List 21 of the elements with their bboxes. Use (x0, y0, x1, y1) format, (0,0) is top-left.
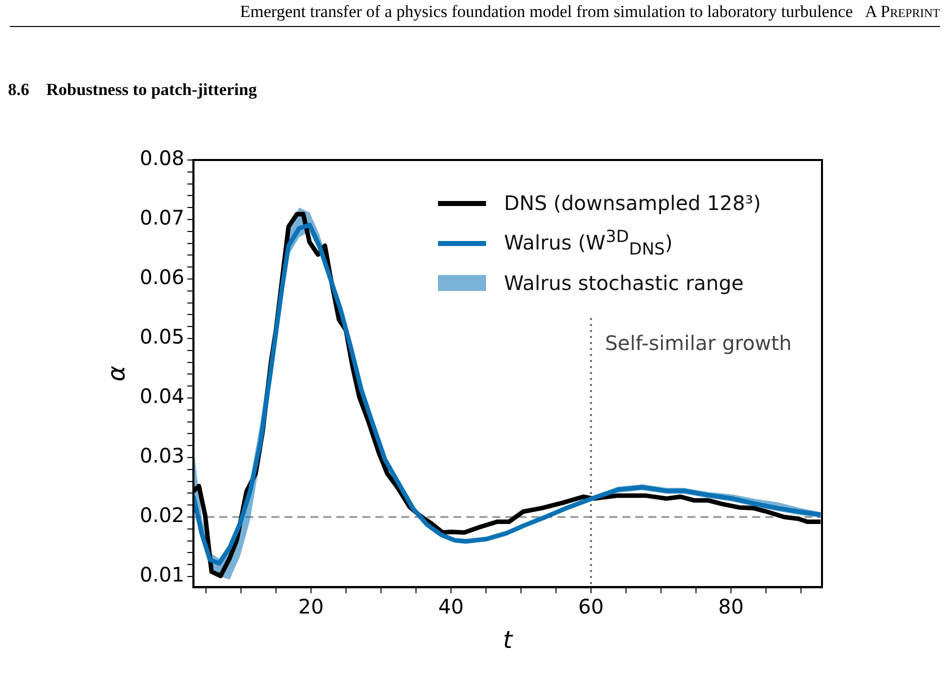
x-tick-label: 20 (298, 594, 324, 618)
y-tick-label: 0.06 (140, 265, 184, 290)
legend-label: Walrus (W$^{3D}$$_{DNS}$) (504, 227, 673, 259)
x-tick-label: 80 (718, 594, 744, 618)
y-tick-label: 0.05 (140, 324, 184, 349)
y-axis-title: α (102, 366, 131, 382)
legend-label: DNS (downsampled 128³) (504, 191, 761, 215)
y-tick-label: 0.01 (140, 562, 184, 587)
x-tick-label: 60 (578, 594, 604, 618)
y-tick-label: 0.02 (140, 503, 184, 528)
chart-title: 8.6 Robustness to patch-jittering (8, 80, 257, 100)
y-tick-label: 0.08 (140, 146, 184, 170)
x-tick-label: 40 (438, 594, 464, 618)
text: Emergent transfer of a physics foundation model from simulation to laboratory turbulence (240, 2, 853, 21)
annotation: Walrus stochastic range (504, 271, 744, 295)
x-axis-title: t (502, 626, 514, 654)
text: A Preprint (864, 2, 940, 21)
ref-line-label: Self-similar growth (604, 331, 792, 356)
y-tick-label: 0.03 (140, 444, 184, 468)
y-tick-label: 0.04 (140, 384, 184, 408)
y-tick-label: 0.07 (140, 206, 184, 230)
